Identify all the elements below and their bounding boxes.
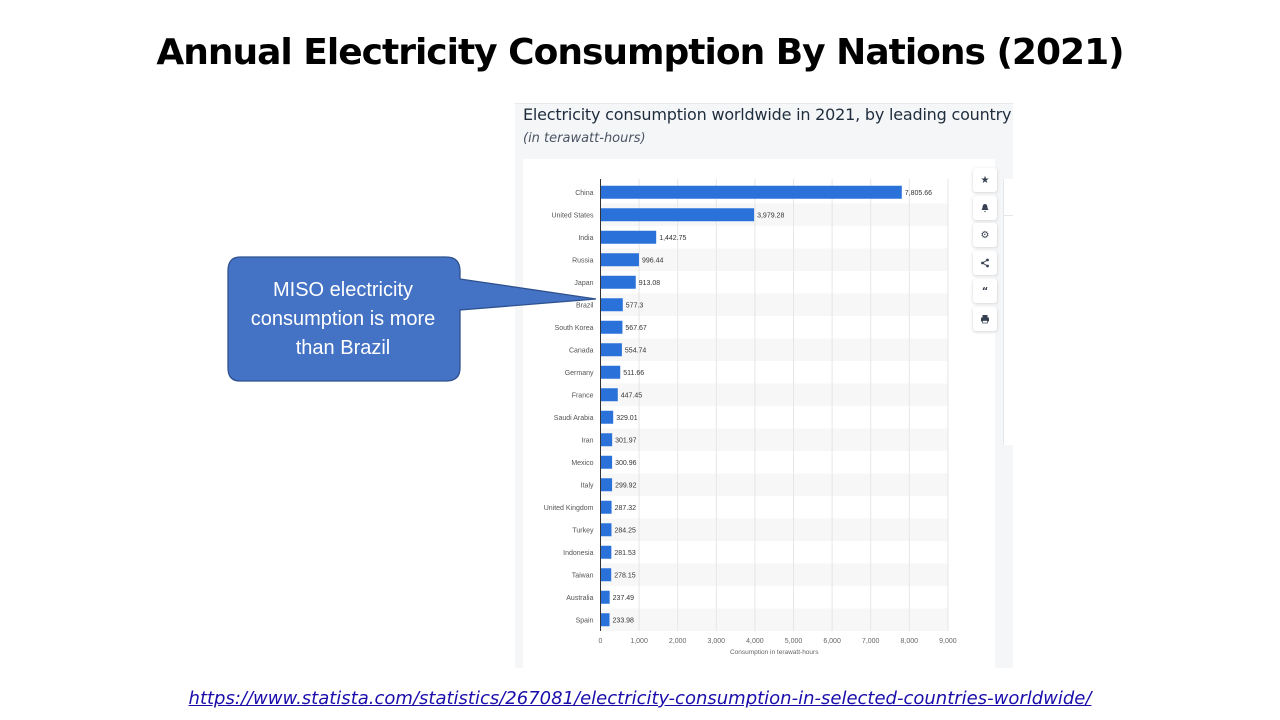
print-icon[interactable] [973, 307, 997, 331]
category-label: Japan [574, 280, 593, 287]
category-label: Russia [572, 257, 594, 264]
category-label: Saudi Arabia [554, 415, 594, 422]
category-label: United States [551, 212, 594, 219]
category-label: China [575, 190, 593, 197]
row-band [600, 518, 948, 541]
bar-value-label: 567.67 [625, 325, 647, 332]
bar-value-label: 7,805.66 [905, 190, 932, 197]
category-label: France [572, 392, 594, 399]
share-icon[interactable] [973, 251, 997, 275]
row-band [600, 473, 948, 496]
x-tick-label: 5,000 [785, 638, 803, 645]
row-band [600, 338, 948, 361]
bar-value-label: 329.01 [616, 415, 638, 422]
bar [600, 275, 636, 289]
row-band [600, 563, 948, 586]
category-label: Italy [581, 482, 594, 489]
x-tick-label: 1,000 [630, 638, 648, 645]
category-label: Indonesia [563, 550, 593, 557]
bar [600, 590, 610, 604]
source-link[interactable]: https://www.statista.com/statistics/2670… [188, 688, 1092, 709]
category-label: Iran [581, 437, 593, 444]
chart-card: 7,805.66 China 3,979.28 United States 1,442.… [523, 159, 997, 668]
gear-icon[interactable]: ⚙ [973, 223, 997, 247]
bar [600, 455, 613, 469]
bar [600, 253, 639, 267]
x-tick-label: 2,000 [669, 638, 687, 645]
category-label: Canada [569, 347, 594, 354]
row-band [600, 248, 948, 271]
category-label: Mexico [571, 460, 593, 467]
bar-value-label: 299.92 [615, 482, 637, 489]
bar [600, 365, 621, 379]
x-tick-label: 8,000 [901, 638, 919, 645]
bar-value-label: 233.98 [613, 617, 635, 624]
category-label: South Korea [555, 325, 594, 332]
bar [600, 433, 613, 447]
bar-value-label: 447.45 [621, 392, 643, 399]
bar [600, 185, 902, 199]
bar [600, 545, 612, 559]
x-tick-label: 7,000 [862, 638, 880, 645]
bar [600, 388, 618, 402]
bar-value-label: 300.96 [615, 460, 637, 467]
bar [600, 478, 613, 492]
bar-value-label: 281.53 [614, 550, 636, 557]
x-tick-label: 9,000 [939, 638, 957, 645]
bar [600, 410, 614, 424]
bar-value-label: 3,979.28 [757, 212, 784, 219]
x-tick-label: 3,000 [708, 638, 726, 645]
row-band [600, 428, 948, 451]
x-tick-label: 6,000 [823, 638, 841, 645]
category-label: United Kingdom [544, 505, 594, 512]
bar-value-label: 301.97 [615, 437, 637, 444]
x-tick-label: 0 [599, 638, 603, 645]
bar [600, 523, 612, 537]
bar-value-label: 1,442.75 [659, 235, 686, 242]
slide-title: Annual Electricity Consumption By Nation… [156, 32, 1124, 73]
category-label: India [578, 235, 593, 242]
chart-title: Electricity consumption worldwide in 202… [523, 105, 1012, 124]
side-panel-input-edge [1003, 181, 1013, 216]
bar [600, 568, 612, 582]
x-tick-label: 4,000 [746, 638, 764, 645]
bar-value-label: 996.44 [642, 257, 664, 264]
row-band [600, 608, 948, 631]
bar [600, 613, 610, 627]
bar-value-label: 237.49 [613, 595, 635, 602]
category-label: Spain [576, 617, 594, 624]
bar [600, 208, 755, 222]
bar [600, 500, 612, 514]
bar [600, 298, 623, 312]
category-label: Germany [565, 370, 594, 377]
statista-chart-embed: Electricity consumption worldwide in 202… [515, 103, 1014, 668]
bar [600, 230, 657, 244]
x-axis-title: Consumption in terawatt-hours [730, 649, 819, 656]
bar-value-label: 577.3 [626, 302, 644, 309]
callout-text: MISO electricity consumption is more tha… [250, 279, 436, 359]
star-icon[interactable]: ★ [973, 168, 997, 192]
bar-value-label: 278.15 [614, 572, 636, 579]
bar-chart: 7,805.66 China 3,979.28 United States 1,442.… [544, 179, 957, 656]
row-band [600, 293, 948, 316]
category-label: Australia [566, 595, 593, 602]
bar-value-label: 284.25 [614, 527, 636, 534]
embed-divider [515, 103, 1013, 104]
category-label: Taiwan [572, 572, 594, 579]
bell-icon[interactable] [973, 196, 997, 220]
category-label: Turkey [572, 527, 594, 534]
bar-value-label: 913.08 [639, 280, 661, 287]
bar-value-label: 511.66 [623, 370, 644, 377]
bar-value-label: 287.32 [615, 505, 637, 512]
quote-icon[interactable]: “ [973, 279, 997, 303]
callout-bubble [227, 256, 597, 382]
category-label: Brazil [576, 302, 594, 309]
bar [600, 320, 623, 334]
row-band [600, 383, 948, 406]
bar-value-label: 554.74 [625, 347, 647, 354]
side-panel-edge [1003, 179, 1014, 445]
chart-subtitle: (in terawatt-hours) [523, 131, 646, 146]
bar [600, 343, 622, 357]
